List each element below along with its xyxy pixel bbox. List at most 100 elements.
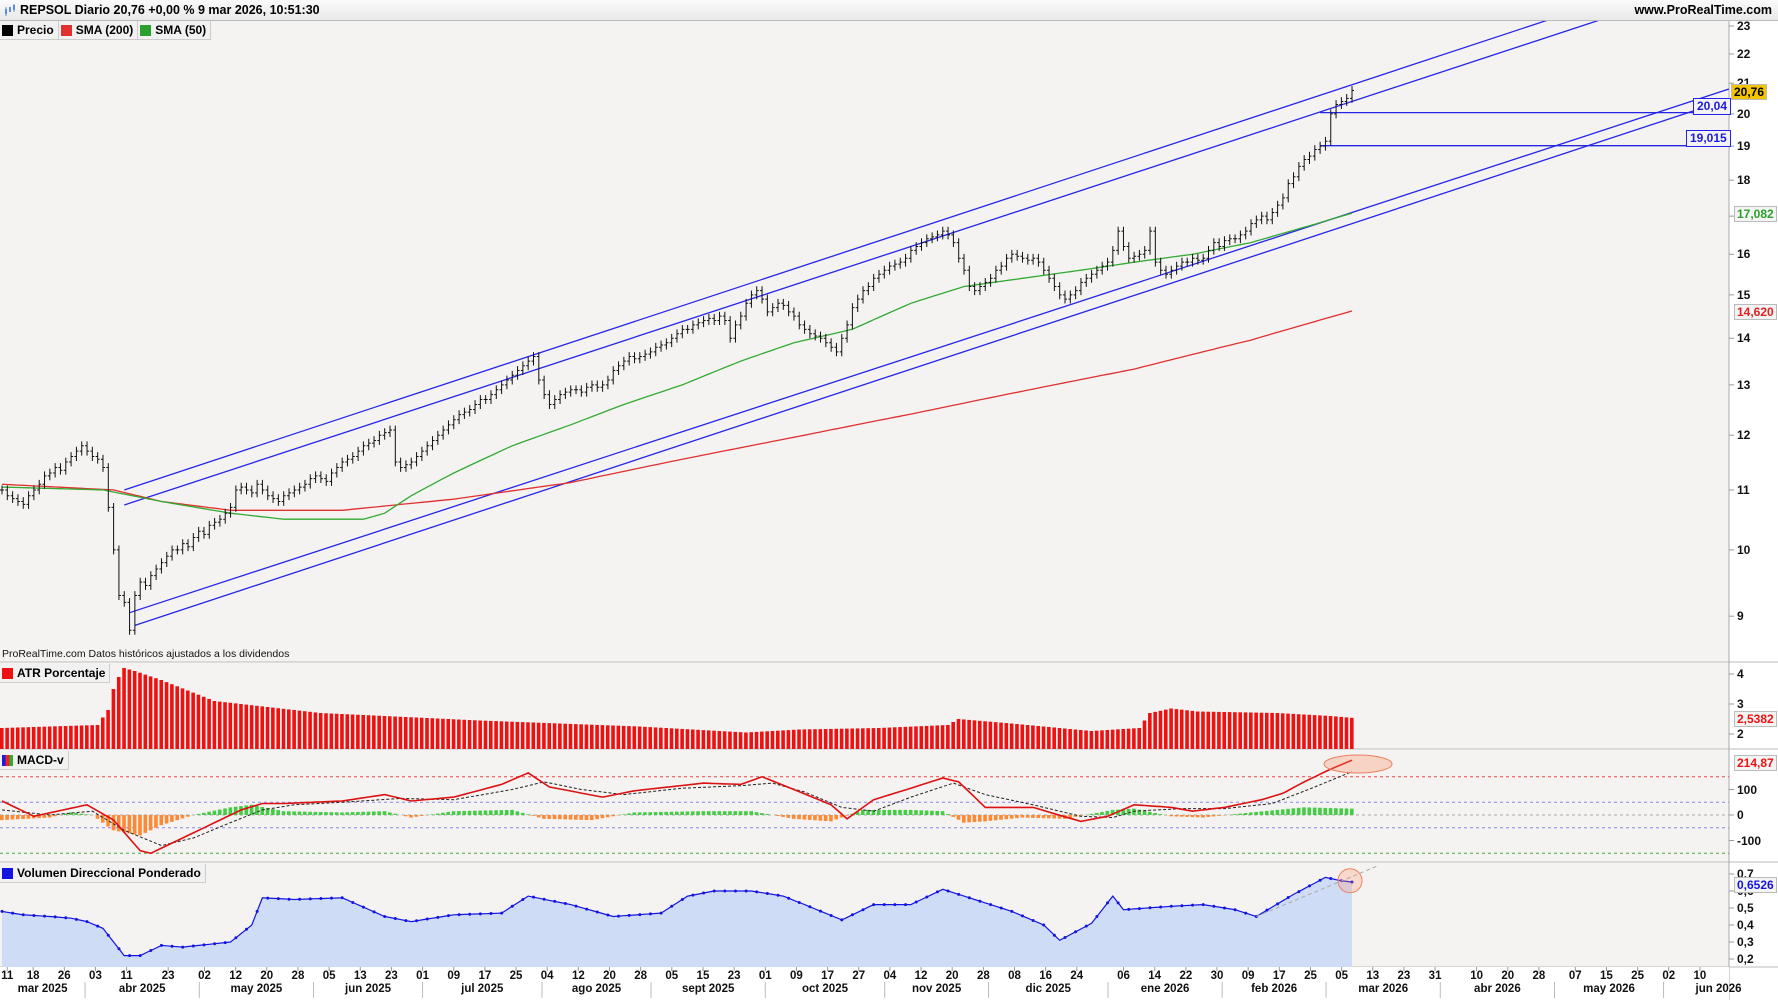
atr-bar	[74, 725, 79, 749]
legend-sma50[interactable]: SMA (50)	[138, 21, 212, 40]
macd-histogram-bar	[271, 809, 275, 815]
atr-bar	[558, 723, 562, 749]
atr-bar	[435, 718, 440, 749]
price-bar	[403, 460, 408, 472]
x-tick-label: 09	[1241, 970, 1255, 982]
volume-point	[999, 906, 1003, 910]
macd-histogram-bar	[584, 815, 589, 820]
site-link[interactable]: www.ProRealTime.com	[1634, 3, 1772, 17]
price-tick-label: 23	[1737, 19, 1751, 33]
macd-histogram-bar	[882, 809, 886, 815]
atr-bar	[398, 716, 403, 749]
price-bar	[664, 338, 669, 350]
volume-point	[1084, 924, 1088, 928]
candlestick-icon	[5, 4, 15, 16]
atr-bar	[430, 718, 435, 749]
atr-bar	[287, 709, 291, 749]
macd-histogram-bar	[15, 815, 20, 820]
macd-histogram-bar	[1291, 808, 1296, 815]
price-bar	[170, 545, 175, 561]
level-label-19-015[interactable]: 19,015	[1686, 130, 1731, 147]
price-bar	[1089, 269, 1094, 283]
atr-bar	[10, 727, 15, 749]
macd-histogram-bar	[749, 811, 754, 815]
price-bar	[611, 366, 616, 385]
atr-bar	[579, 724, 583, 749]
macd-histogram-bar	[1031, 815, 1035, 818]
price-bar	[26, 491, 31, 509]
atr-bar	[1121, 729, 1126, 749]
price-bar	[212, 517, 217, 530]
atr-bar	[675, 728, 679, 749]
price-bar	[419, 446, 424, 461]
macd-histogram-bar	[940, 811, 945, 815]
atr-bar	[366, 715, 371, 749]
macd-histogram-bar	[924, 810, 929, 815]
volume-point	[85, 920, 89, 924]
price-bar	[42, 471, 47, 489]
legend-sma200[interactable]: SMA (200)	[58, 21, 139, 40]
x-tick-label: 05	[322, 970, 336, 982]
macd-histogram-bar	[111, 815, 116, 831]
volume-point	[648, 912, 652, 916]
macd-histogram-bar	[999, 815, 1003, 820]
x-tick-label: 25	[1304, 970, 1317, 982]
macd-histogram-bar	[621, 814, 626, 815]
macd-histogram-bar	[334, 812, 339, 815]
price-bar	[1222, 236, 1227, 251]
macd-histogram-bar	[887, 809, 892, 815]
atr-bar	[749, 732, 754, 749]
x-tick-label: 02	[198, 970, 211, 982]
macd-histogram-bar	[1105, 810, 1110, 815]
atr-bar	[1063, 728, 1067, 749]
price-bar	[520, 361, 525, 375]
macd-histogram-bar	[717, 811, 722, 815]
price-bar	[770, 303, 775, 317]
atr-bar	[903, 726, 908, 749]
price-bar	[1318, 141, 1323, 154]
price-bar	[717, 311, 722, 325]
macd-histogram-bar	[802, 815, 807, 820]
atr-bar	[1057, 728, 1062, 749]
macd-histogram-bar	[467, 810, 472, 815]
price-bar	[334, 463, 339, 478]
volume-tick-label: 0,4	[1737, 918, 1754, 932]
atr-bar	[372, 715, 376, 749]
atr-bar	[717, 731, 722, 749]
price-bar	[818, 331, 823, 343]
volume-legend[interactable]: Volumen Direccional Ponderado	[0, 864, 206, 883]
macd-histogram-bar	[201, 812, 206, 815]
macd-histogram-bar	[308, 811, 312, 815]
atr-bar	[138, 672, 142, 749]
price-bar	[552, 395, 557, 409]
macd-legend[interactable]: MACD-v	[0, 751, 69, 770]
atr-bar	[898, 727, 902, 749]
atr-bar	[292, 710, 296, 749]
macd-histogram-bar	[382, 811, 387, 815]
price-bar	[972, 282, 977, 296]
month-label: jun 2026	[1695, 983, 1742, 995]
atr-bar	[478, 720, 482, 749]
atr-bar	[42, 726, 47, 749]
price-bar	[478, 395, 483, 409]
price-bar	[457, 410, 462, 425]
volume-point	[287, 897, 291, 901]
price-bar	[531, 352, 536, 366]
atr-bar	[653, 727, 658, 749]
macd-histogram-bar	[462, 810, 467, 815]
price-bar	[393, 425, 398, 467]
price-tick-label: 11	[1737, 482, 1750, 497]
volume-point	[808, 905, 812, 909]
volume-point	[191, 944, 195, 948]
price-bar	[1275, 200, 1280, 217]
level-label-20-04[interactable]: 20,04	[1693, 98, 1732, 115]
price-bar	[313, 471, 318, 484]
volume-point	[691, 893, 695, 897]
macd-histogram-bar	[451, 811, 456, 815]
legend-precio[interactable]: Precio	[0, 21, 59, 40]
atr-legend[interactable]: ATR Porcentaje	[0, 664, 111, 683]
atr-bar	[409, 717, 413, 749]
volume-point	[670, 904, 674, 908]
atr-bar	[159, 680, 164, 749]
